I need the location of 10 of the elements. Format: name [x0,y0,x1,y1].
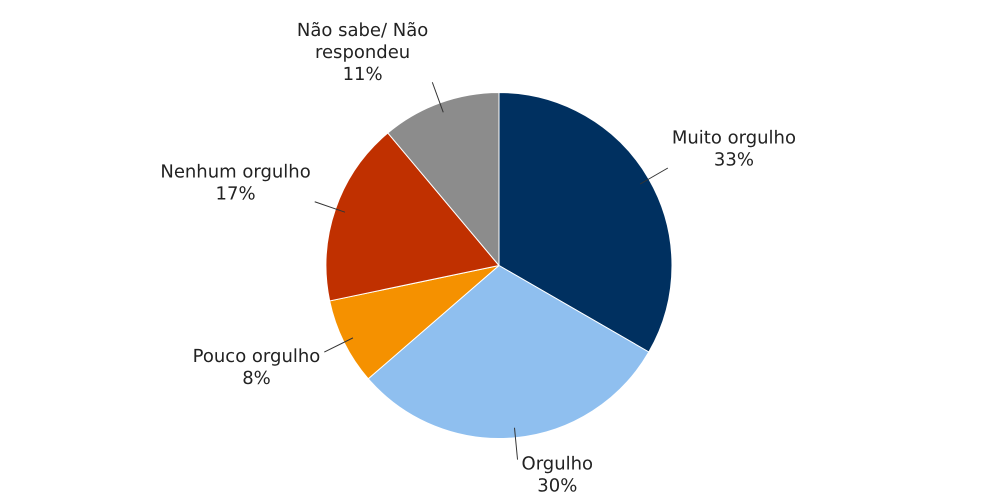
slice-label: Pouco orgulho [192,346,320,367]
slice-label: Orgulho [522,453,594,474]
slice-label: Nenhum orgulho [160,161,311,182]
data-label: 11% [342,64,383,85]
data-label: 33% [714,150,754,171]
data-label: 30% [537,475,578,496]
slice-label: Não sabe/ Não respondeu [296,20,428,63]
slice-label: Muito orgulho [672,128,796,149]
data-label: 17% [216,183,256,204]
data-label: 8% [242,368,271,389]
